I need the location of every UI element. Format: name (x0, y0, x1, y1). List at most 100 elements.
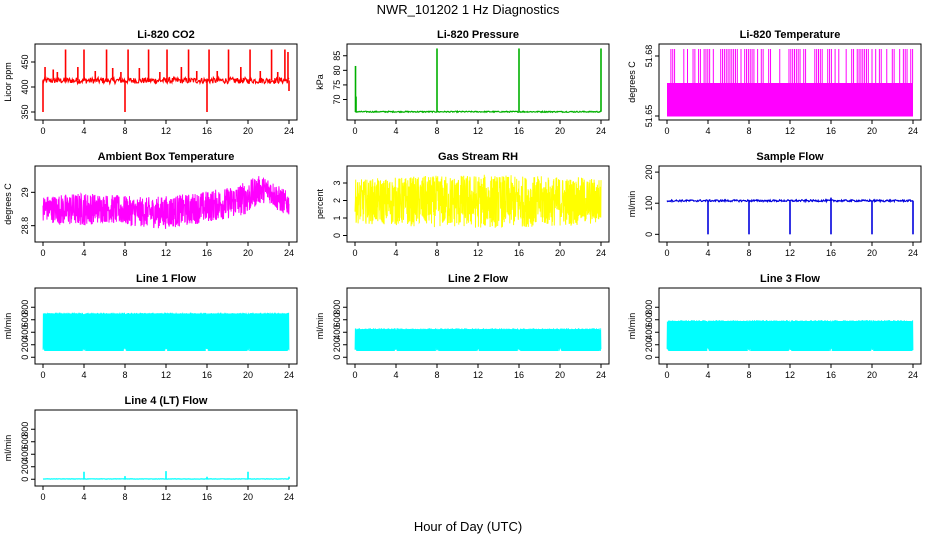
y-tick-label: 51.65 (644, 105, 654, 128)
y-tick-label: 400 (332, 325, 342, 340)
y-tick-label: 28.8 (20, 217, 30, 235)
x-tick-label: 8 (122, 126, 127, 136)
x-tick-label: 24 (284, 492, 294, 502)
x-tick-label: 24 (596, 370, 606, 380)
x-tick-label: 24 (908, 370, 918, 380)
x-tick-label: 16 (202, 126, 212, 136)
y-tick-label: 0 (644, 232, 654, 237)
x-tick-label: 0 (40, 126, 45, 136)
y-tick-label: 350 (20, 104, 30, 119)
x-tick-label: 20 (555, 248, 565, 258)
x-tick-label: 4 (393, 126, 398, 136)
y-tick-label: 51.68 (644, 45, 654, 68)
y-axis-label: percent (315, 188, 325, 219)
x-tick-label: 8 (122, 492, 127, 502)
chart-title: Line 2 Flow (448, 273, 508, 285)
x-tick-label: 4 (705, 248, 710, 258)
y-tick-label: 1 (332, 215, 342, 220)
x-tick-label: 8 (122, 248, 127, 258)
x-tick-label: 16 (202, 370, 212, 380)
x-tick-label: 16 (202, 492, 212, 502)
y-tick-label: 800 (332, 300, 342, 315)
x-tick-label: 12 (161, 126, 171, 136)
x-tick-label: 4 (705, 126, 710, 136)
x-tick-label: 4 (81, 248, 86, 258)
series-line (666, 320, 914, 352)
chart-panel: Line 4 (LT) Flow 0 4 8 12 16 20 24 0 200400600800… (3, 395, 298, 502)
series-group (666, 320, 914, 352)
y-tick-label: 3 (332, 180, 342, 185)
x-tick-label: 16 (202, 248, 212, 258)
series-group (42, 471, 290, 480)
y-axis-label: ml/min (627, 313, 637, 340)
chart-title: Li-820 Pressure (437, 29, 519, 41)
y-tick-label: 200 (332, 337, 342, 352)
y-tick-label: 800 (644, 300, 654, 315)
x-tick-label: 16 (514, 248, 524, 258)
plot-frame (346, 287, 610, 365)
x-tick-label: 24 (284, 248, 294, 258)
y-axis-label: ml/min (3, 313, 13, 340)
y-tick-label: 29 (20, 187, 30, 197)
y-axis-label: kPa (315, 74, 325, 90)
x-tick-label: 20 (243, 370, 253, 380)
y-axis-label: Licor ppm (3, 62, 13, 102)
x-tick-label: 20 (243, 492, 253, 502)
series-group (354, 174, 602, 228)
y-axis-label: ml/min (627, 191, 637, 218)
x-tick-label: 16 (514, 370, 524, 380)
series-group (667, 49, 914, 117)
y-tick-label: 0 (20, 477, 30, 482)
x-tick-label: 0 (40, 370, 45, 380)
series-group (42, 49, 290, 112)
x-tick-label: 12 (473, 370, 483, 380)
y-axis-label: degrees C (627, 61, 637, 103)
series-line (354, 328, 602, 352)
x-tick-label: 24 (284, 126, 294, 136)
x-tick-label: 16 (826, 126, 836, 136)
x-tick-label: 8 (434, 126, 439, 136)
x-tick-label: 4 (393, 248, 398, 258)
chart-title: Gas Stream RH (438, 151, 518, 163)
series-line (42, 176, 290, 229)
y-tick-label: 600 (332, 312, 342, 327)
y-tick-label: 0 (644, 355, 654, 360)
x-tick-label: 12 (161, 492, 171, 502)
chart-title: Line 3 Flow (760, 273, 820, 285)
x-tick-label: 20 (243, 126, 253, 136)
x-tick-label: 20 (867, 126, 877, 136)
chart-title: Line 1 Flow (136, 273, 196, 285)
x-tick-label: 0 (352, 126, 357, 136)
y-tick-label: 0 (332, 233, 342, 238)
y-tick-label: 200 (644, 337, 654, 352)
y-tick-label: 400 (20, 325, 30, 340)
x-tick-label: 8 (434, 248, 439, 258)
x-tick-label: 8 (746, 370, 751, 380)
x-tick-label: 24 (908, 126, 918, 136)
y-tick-label: 800 (20, 422, 30, 437)
x-tick-label: 8 (434, 370, 439, 380)
y-tick-label: 600 (20, 312, 30, 327)
y-tick-label: 0 (332, 355, 342, 360)
series-line (354, 174, 602, 228)
x-tick-label: 20 (867, 370, 877, 380)
x-tick-label: 4 (81, 126, 86, 136)
chart-title: Line 4 (LT) Flow (125, 395, 208, 407)
series-group (666, 197, 914, 235)
series-line (354, 109, 602, 114)
chart-panel: Li-820 Pressure 0 4 8 12 16 20 24 70 75 80 85 kPa (315, 29, 610, 136)
x-tick-label: 12 (785, 248, 795, 258)
x-tick-label: 8 (746, 248, 751, 258)
x-tick-label: 12 (161, 248, 171, 258)
x-tick-label: 24 (284, 370, 294, 380)
x-tick-label: 12 (473, 248, 483, 258)
y-axis-label: ml/min (315, 313, 325, 340)
chart-panel: Sample Flow 0 4 8 12 16 20 24 0 100 200 ml/min (627, 151, 922, 258)
y-tick-label: 2 (332, 198, 342, 203)
x-tick-label: 0 (40, 248, 45, 258)
x-tick-label: 16 (514, 126, 524, 136)
